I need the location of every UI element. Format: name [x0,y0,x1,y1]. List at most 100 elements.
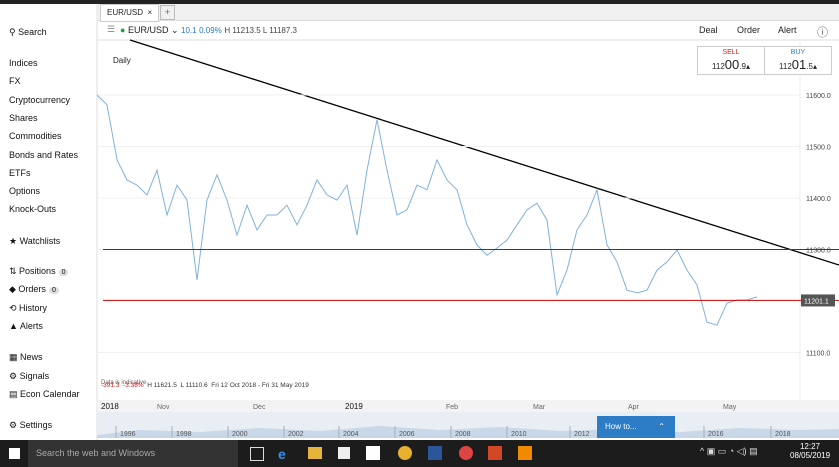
navigator-year: 2010 [511,431,527,438]
price-line [96,94,758,326]
x-tick-label: Feb [446,404,458,411]
market-link-label: Indices [9,58,38,68]
store-icon[interactable] [338,447,350,459]
tool-link[interactable]: ⚙ Signals [9,371,49,382]
y-tick-label: 11300.0 [806,248,831,255]
tab-bar [97,4,839,21]
market-link[interactable]: FX [9,76,21,86]
icon: ▤ [9,389,21,399]
market-link[interactable]: Bonds and Rates [9,150,78,160]
market-link[interactable]: Options [9,186,40,196]
watchlists[interactable]: ★ Watchlists [9,236,60,247]
chrome2-icon[interactable] [459,446,473,460]
navigator-year: 2008 [455,431,471,438]
market-link[interactable]: Commodities [9,131,62,141]
x-tick-label: 2018 [101,402,119,411]
navigator-year: 2004 [343,431,359,438]
buy-box[interactable]: BUY 11201.5▴ [764,46,832,75]
date: 08/05/2019 [790,451,831,460]
tab-add[interactable]: + [160,5,175,20]
navigator-year: 2016 [708,431,724,438]
market-link-label: Cryptocurrency [9,94,71,105]
clock[interactable]: 12:27 08/05/2019 [790,442,830,460]
market-link-label: Bonds and Rates [9,149,79,160]
status-dot: ● [120,25,126,35]
account-link[interactable]: ◆ Orders 0 [9,284,59,295]
sell-box[interactable]: SELL 11200.9▴ [697,46,765,75]
taskbar: Search the web and Windows e ^ ▣ ▭ ◔ ◁) … [0,440,839,467]
settings[interactable]: ⚙ Settings [9,420,52,431]
market-link[interactable]: Knock-Outs [9,204,56,214]
market-link[interactable]: Shares [9,113,38,123]
search[interactable]: ⚲ Search [9,27,47,38]
account-link[interactable]: ▲ Alerts [9,321,43,331]
x-tick-label: Apr [628,404,640,411]
menu-icon[interactable]: ☰ [107,24,116,34]
ppt-icon[interactable] [488,446,502,460]
action-order[interactable]: Order [737,25,761,35]
help-icon: ⌃ [658,422,665,431]
tab-close[interactable]: × [147,8,153,17]
high-low: H 11213.5 L 11187.3 [224,26,297,35]
taskbar-search[interactable]: Search the web and Windows [28,440,238,467]
period[interactable]: Daily [113,56,131,65]
explorer-icon[interactable] [308,447,322,459]
sell-mid: 00 [724,57,740,72]
stats-low: L 11110.6 [180,382,208,389]
time: 12:27 [799,442,821,451]
instrument[interactable]: EUR/USD ⌄ [127,25,179,35]
tool-link-label: Econ Calendar [20,389,80,399]
icon: ▦ [9,352,21,362]
tool-link[interactable]: ▤ Econ Calendar [9,389,80,400]
taskbar-search-text: Search the web and Windows [36,448,156,458]
buy-label: BUY [790,49,806,56]
account-link[interactable]: ⇅ Positions 0 [9,266,69,277]
x-tick-label: Nov [157,404,170,411]
navigator-year: 2002 [288,431,304,438]
plot-area [97,40,839,410]
account-link[interactable]: ⟲ History [9,303,47,314]
market-link-label: Options [9,186,41,197]
chrome-icon[interactable] [398,446,412,460]
market-link-label: Commodities [9,131,62,142]
market-link-label: Knock-Outs [9,204,57,215]
icon: ◆ [9,284,19,295]
x-tick-label: Dec [253,404,266,411]
vlc-icon[interactable] [518,446,532,460]
navigator-year: 1998 [176,431,192,438]
word-icon[interactable] [428,446,442,460]
market-link[interactable]: Cryptocurrency [9,95,70,105]
account-link-label: Positions [19,266,56,276]
window-top [0,0,839,4]
stats-change: -391.3 [101,382,120,389]
icon: ⇅ [9,266,20,276]
tab[interactable]: EUR/USD × [100,4,160,22]
icon: ⚲ [9,27,19,37]
help-text: How to... [605,422,637,431]
icon: ★ [9,236,20,246]
y-tick-label: 11100.0 [806,351,830,358]
trendline [129,39,839,266]
account-link-label: Alerts [19,320,43,331]
task-view[interactable] [250,447,264,461]
instrument-row: ● EUR/USD ⌄ 10.1 0.09% H 11213.5 L 11187… [120,25,297,36]
tray-icons[interactable]: ^ ▣ ▭ ◔ ◁) ▤ [700,446,758,456]
action-deal[interactable]: Deal [699,25,718,35]
tool-link-label: News [20,352,43,362]
y-tick-label: 11400.0 [806,196,831,203]
help-popup[interactable]: How to... ⌃ [597,416,675,438]
y-tick-label: 11600.0 [806,93,831,100]
stats-note: Data is indicative [101,380,147,386]
tool-link[interactable]: ▦ News [9,352,43,363]
market-link[interactable]: ETFs [9,168,31,178]
amazon-icon[interactable] [366,446,380,460]
info[interactable]: ⓘ [817,27,828,39]
stats-row: -391.3 -3.38% H 11621.5 L 11110.6 Fri 12… [101,382,309,389]
start-button[interactable] [9,448,20,459]
edge-icon[interactable]: e [278,446,286,462]
market-link[interactable]: Indices [9,58,38,68]
navigator-year: 2006 [399,431,415,438]
navigator-year: 2018 [775,431,791,438]
action-alert[interactable]: Alert [778,25,797,35]
